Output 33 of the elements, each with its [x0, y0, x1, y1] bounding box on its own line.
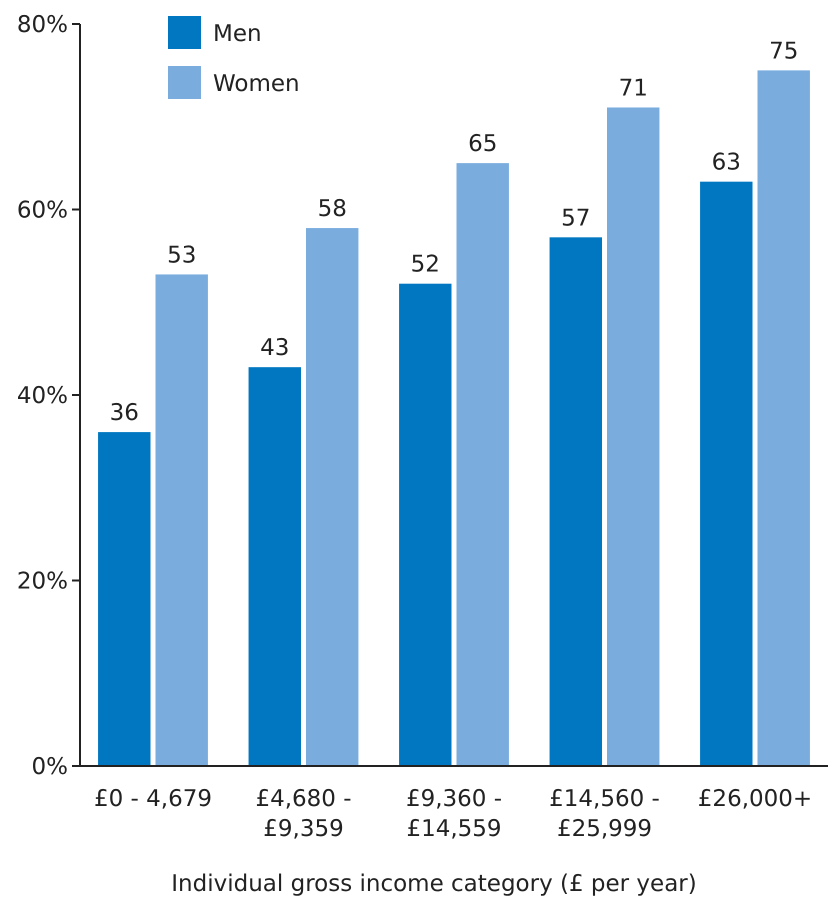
bar	[98, 432, 150, 766]
data-label: 52	[410, 252, 440, 278]
data-label: 63	[712, 150, 741, 176]
bar	[248, 367, 301, 766]
data-label: 58	[318, 196, 347, 222]
bar	[306, 228, 358, 766]
y-tick-label: 60%	[16, 198, 68, 224]
data-label: 57	[561, 205, 590, 232]
legend-label: Women	[213, 71, 300, 98]
x-axis-title: Individual gross income category (£ per year)	[171, 871, 697, 897]
bar	[155, 274, 208, 766]
bar	[399, 284, 452, 766]
y-tick-label: 0%	[32, 754, 68, 780]
bar	[607, 107, 660, 766]
data-label: 36	[110, 400, 139, 426]
y-tick-label: 40%	[16, 383, 68, 410]
data-label: 71	[618, 75, 648, 102]
data-label: 43	[260, 335, 290, 362]
bar	[758, 70, 810, 766]
data-label: 53	[167, 242, 196, 268]
x-tick-label: £14,560 - £25,999	[549, 786, 660, 842]
x-tick-label: £9,360 - £14,559	[406, 786, 502, 842]
x-tick-label: £0 - 4,679	[94, 786, 212, 812]
bar	[456, 163, 509, 766]
data-label: 65	[468, 131, 498, 158]
y-tick-label: 20%	[16, 568, 68, 595]
x-tick-label: £4,680 - £9,359	[255, 786, 352, 842]
y-tick-label: 80%	[16, 12, 68, 38]
data-label: 75	[769, 38, 798, 64]
x-tick-label: £26,000+	[698, 786, 812, 812]
bar	[550, 237, 602, 766]
legend-label: Men	[213, 21, 262, 48]
bar	[700, 182, 753, 766]
